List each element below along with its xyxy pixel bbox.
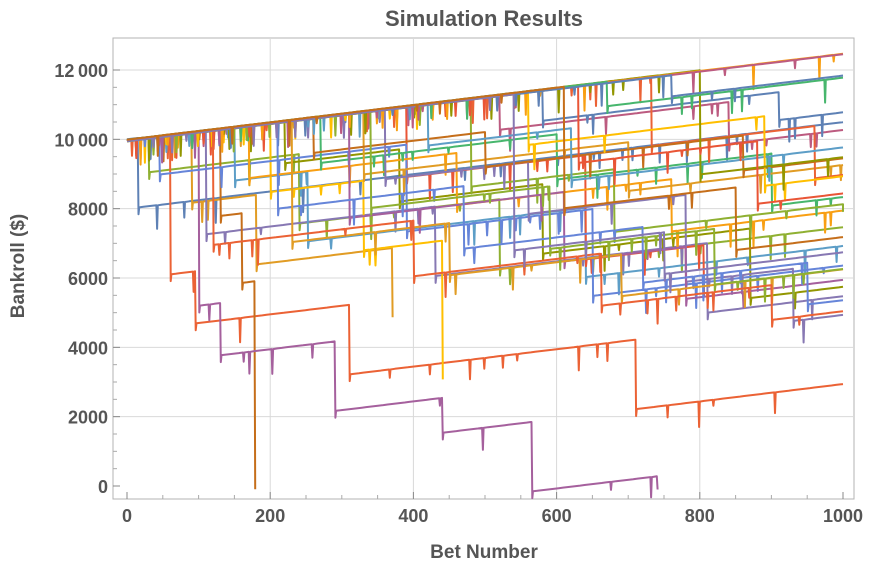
x-tick-label: 0	[122, 506, 132, 526]
y-tick-label: 0	[98, 477, 108, 497]
y-tick-label: 8000	[68, 200, 108, 220]
y-tick-label: 4000	[68, 338, 108, 358]
plot-frame	[112, 37, 855, 500]
series-line-34	[126, 129, 844, 328]
y-tick-label: 12 000	[54, 61, 108, 81]
x-tick-label: 1000	[823, 506, 863, 526]
y-tick-label: 10 000	[54, 130, 108, 150]
x-axis-label: Bet Number	[430, 542, 538, 563]
series-layer	[126, 52, 844, 500]
x-tick-label: 800	[685, 506, 715, 526]
series-line-7	[126, 127, 844, 296]
x-tick-label: 200	[255, 506, 285, 526]
series-line-35	[126, 93, 844, 294]
chart-title: Simulation Results	[385, 6, 583, 31]
y-tick-label: 2000	[68, 408, 108, 428]
y-axis-label: Bankroll ($)	[8, 214, 29, 319]
series-line-2	[126, 132, 394, 318]
y-tick-label: 6000	[68, 269, 108, 289]
series-line-4	[126, 134, 844, 428]
series-line-36	[126, 85, 844, 258]
series-line-9	[126, 131, 659, 500]
x-tick-label: 600	[542, 506, 572, 526]
series-line-18	[126, 98, 844, 240]
x-tick-label: 400	[398, 506, 428, 526]
